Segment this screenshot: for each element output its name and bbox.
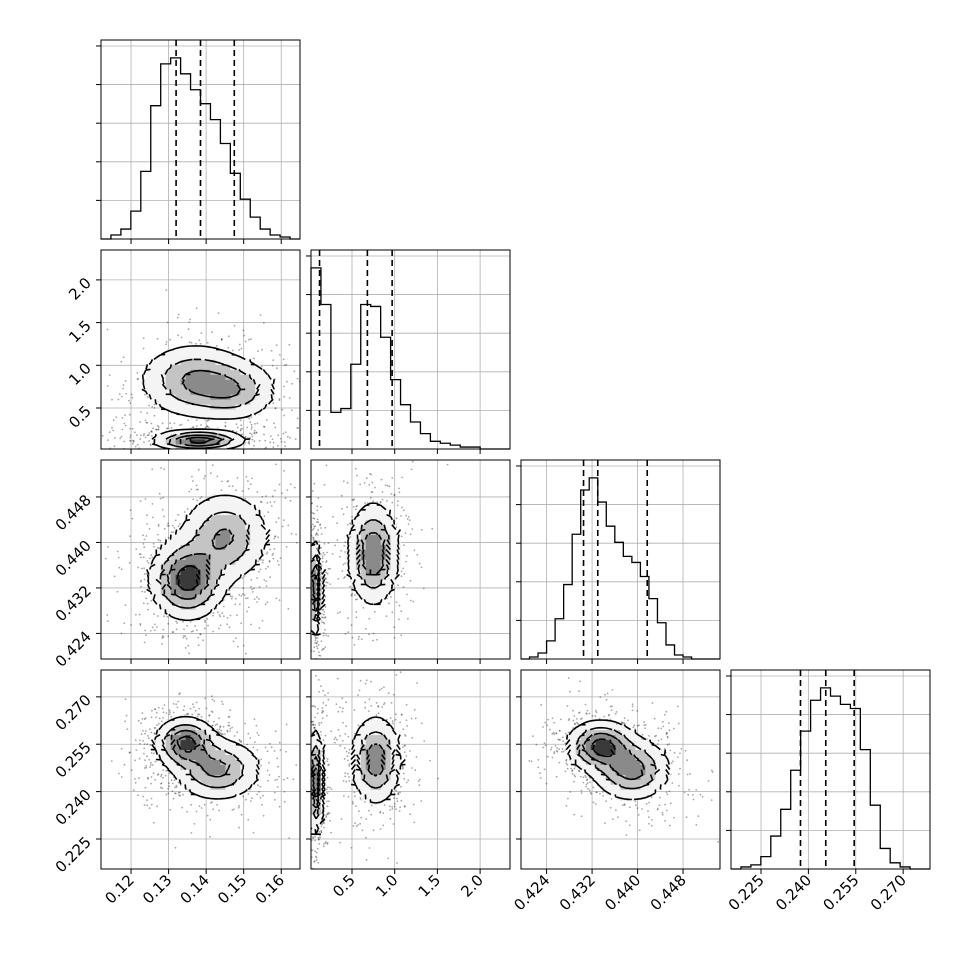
contour-line [311, 574, 322, 602]
grid-lines [311, 670, 510, 869]
axes-frame [310, 669, 511, 870]
axes-frame [100, 249, 301, 450]
density-contours [145, 494, 271, 622]
contour-line [176, 735, 201, 753]
contour-line [591, 738, 617, 758]
y-tick-label: 1.0 [65, 359, 95, 389]
x-tick-label: 0.448 [647, 871, 690, 914]
contour-line [176, 565, 201, 591]
y-tick-label: 0.270 [52, 691, 95, 734]
contour-line [311, 502, 402, 636]
grid-lines [731, 670, 930, 869]
contour-line [170, 729, 231, 778]
hist-panel-3: 0.225 0.240 0.255 0.270 [725, 669, 931, 914]
x-tick-label: 0.432 [556, 871, 599, 914]
x-tick-label: 0.440 [601, 871, 644, 914]
density-contours [311, 716, 406, 835]
y-tick-label: 0.5 [65, 402, 95, 432]
grid-lines [311, 460, 510, 659]
y-tick-label: 0.424 [52, 628, 95, 671]
contour-line [166, 528, 235, 600]
x-tick-label: 0.15 [214, 871, 250, 907]
density-fill [150, 494, 266, 620]
y-tick-label: 2.0 [65, 274, 95, 304]
y-tick-label: 0.440 [52, 537, 95, 580]
axes-frame [520, 459, 721, 660]
x-tick-label: 0.5 [329, 871, 359, 901]
axes-frame [100, 459, 301, 660]
hist-panel-0 [96, 39, 301, 244]
y-tick-label: 0.240 [52, 786, 95, 829]
x-tick-label: 0.424 [510, 871, 553, 914]
x-tick-label: 2.0 [457, 871, 487, 901]
contour-line [185, 436, 215, 444]
x-tick-label: 1.5 [415, 871, 445, 901]
contour-line [160, 358, 261, 449]
axes-frame [100, 39, 301, 240]
contour-line [565, 719, 671, 801]
contour-line [141, 345, 275, 449]
density-contours [150, 715, 261, 800]
contour-line [311, 767, 322, 798]
contour-line [175, 369, 246, 447]
hist-panel-1 [306, 249, 511, 454]
axes-frame [310, 249, 511, 450]
scatter-panel-2-1 [306, 459, 511, 664]
contour-line [150, 715, 261, 800]
y-tick-label: 0.448 [52, 491, 95, 534]
contour-line [160, 724, 245, 789]
density-contours [141, 345, 275, 449]
x-tick-label: 0.240 [772, 871, 815, 914]
histogram-step [101, 57, 300, 240]
scatter-panel-3-2: 0.424 0.432 0.440 0.448 [510, 669, 721, 914]
x-tick-label: 0.270 [867, 871, 910, 914]
x-tick-label: 0.255 [819, 871, 862, 914]
hist-panel-2 [516, 459, 721, 664]
x-tick-label: 0.16 [252, 871, 288, 907]
histogram-step [310, 267, 510, 450]
y-tick-label: 0.432 [52, 582, 95, 625]
x-tick-label: 0.13 [139, 871, 175, 907]
density-contours [311, 502, 402, 636]
axes-frame [520, 669, 721, 870]
histogram-step [731, 687, 930, 870]
density-fill [140, 344, 276, 449]
contour-line [155, 511, 251, 609]
y-tick-label: 1.5 [65, 317, 95, 347]
x-tick-label: 0.14 [177, 871, 213, 907]
scatter-panel-1-0: 0.5 1.0 1.5 2.0 [65, 249, 301, 454]
y-tick-label: 0.255 [52, 738, 95, 781]
histogram-step [521, 477, 720, 660]
scatter-panel-3-1: 0.5 1.0 1.5 2.0 [306, 669, 511, 901]
x-tick-label: 1.0 [372, 871, 402, 901]
contour-line [311, 716, 406, 835]
grid-lines [521, 460, 720, 659]
x-tick-label: 0.12 [102, 871, 138, 907]
density-contours [565, 719, 671, 801]
contour-line [575, 726, 661, 790]
axes-frame [730, 669, 931, 870]
grid-lines [101, 40, 300, 239]
contour-line [581, 732, 646, 781]
axes-frame [310, 459, 511, 660]
y-tick-label: 0.225 [52, 833, 95, 876]
contour-line [145, 494, 271, 622]
axes-frame [100, 669, 301, 870]
x-tick-label: 0.225 [725, 871, 768, 914]
